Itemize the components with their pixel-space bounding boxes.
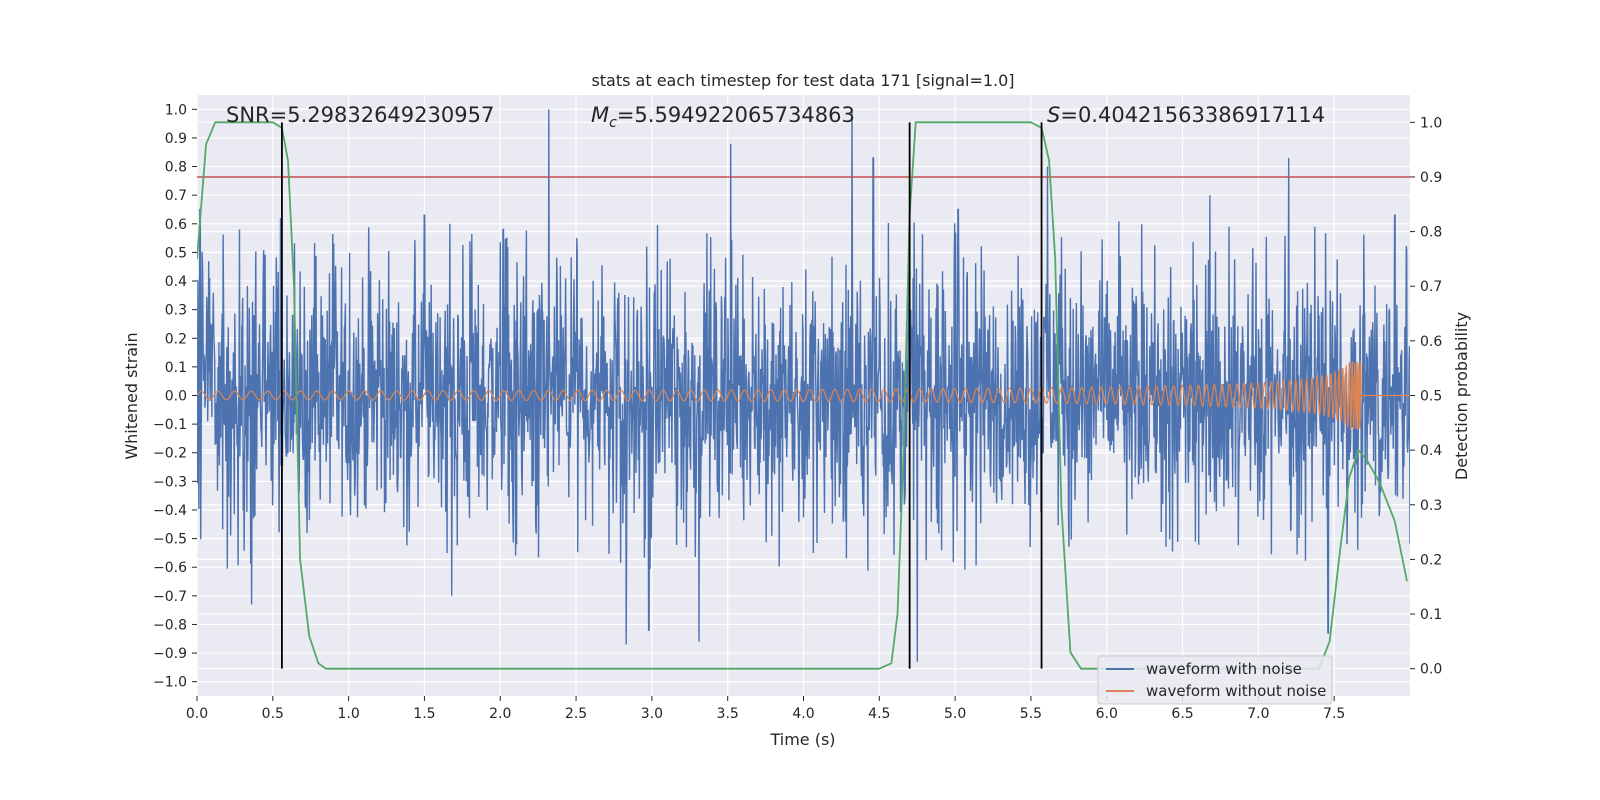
x-tick-label-10: 5.0 <box>944 706 966 722</box>
yr-tick-label-5: 0.5 <box>1420 389 1442 405</box>
x-tick-label-0: 0.0 <box>186 706 208 722</box>
yl-tick-label-1: 0.9 <box>165 131 187 147</box>
y-axis-left-ticks: 1.0 0.9 0.8 0.7 0.6 0.5 0.4 0.3 0.2 0.1 0.0 −0.1 −0.… <box>153 102 197 691</box>
yr-tick-label-0: 1.0 <box>1420 115 1442 131</box>
y-axis-right-ticks: 1.0 0.9 0.8 0.7 0.6 0.5 0.4 0.3 0.2 0.1 0.0 <box>1410 115 1442 678</box>
x-tick-label-7: 3.5 <box>717 706 739 722</box>
yr-tick-label-6: 0.4 <box>1420 443 1442 459</box>
annotation-mc: Mc=5.594922065734863 <box>591 103 855 131</box>
yr-tick-label-1: 0.9 <box>1420 170 1442 186</box>
x-tick-label-8: 4.0 <box>792 706 814 722</box>
yl-tick-label-4: 0.6 <box>165 217 187 233</box>
yl-tick-label-12: −0.2 <box>153 446 187 462</box>
yl-tick-label-9: 0.1 <box>165 360 187 376</box>
series-waveform-without-noise <box>197 361 1410 430</box>
yl-tick-label-11: −0.1 <box>153 417 187 433</box>
yl-tick-label-0: 1.0 <box>165 102 187 118</box>
yl-tick-label-7: 0.3 <box>165 303 187 319</box>
yl-tick-label-5: 0.5 <box>165 245 187 261</box>
yr-tick-label-4: 0.6 <box>1420 334 1442 350</box>
x-axis-label: Time (s) <box>769 730 835 749</box>
yr-tick-label-10: 0.0 <box>1420 662 1442 678</box>
yr-tick-label-7: 0.3 <box>1420 498 1442 514</box>
yl-tick-label-18: −0.8 <box>153 617 187 633</box>
x-tick-label-13: 6.5 <box>1171 706 1193 722</box>
yl-tick-label-3: 0.7 <box>165 188 187 204</box>
yr-tick-label-8: 0.2 <box>1420 552 1442 568</box>
annotation-mc-symbol: M <box>591 103 609 127</box>
x-tick-label-3: 1.5 <box>413 706 435 722</box>
yl-tick-label-15: −0.5 <box>153 532 187 548</box>
annotation-snr: SNR=5.29832649230957 <box>226 103 494 127</box>
x-tick-label-11: 5.5 <box>1020 706 1042 722</box>
x-tick-label-15: 7.5 <box>1323 706 1345 722</box>
x-tick-label-12: 6.0 <box>1096 706 1118 722</box>
yl-tick-label-13: −0.3 <box>153 474 187 490</box>
x-tick-label-1: 0.5 <box>262 706 284 722</box>
annotation-mc-value: =5.594922065734863 <box>617 103 855 127</box>
annotation-mc-sub: c <box>609 115 617 131</box>
legend-label-clean: waveform without noise <box>1146 682 1326 700</box>
yl-tick-label-10: 0.0 <box>165 389 187 405</box>
annotation-s-symbol: S <box>1047 103 1060 127</box>
chart-title: stats at each timestep for test data 171… <box>591 71 1014 90</box>
yl-tick-label-17: −0.7 <box>153 589 187 605</box>
yl-tick-label-14: −0.4 <box>153 503 187 519</box>
legend: waveform with noise waveform without noi… <box>1097 655 1333 705</box>
legend-label-noise: waveform with noise <box>1146 660 1302 678</box>
yl-tick-label-8: 0.2 <box>165 331 187 347</box>
x-tick-label-14: 7.0 <box>1247 706 1269 722</box>
x-tick-label-5: 2.5 <box>565 706 587 722</box>
x-tick-label-6: 3.0 <box>641 706 663 722</box>
x-tick-label-4: 2.0 <box>489 706 511 722</box>
x-axis-ticks: 0.0 0.5 1.0 1.5 2.0 2.5 3.0 3.5 4.0 4.5 5.0 5.5 6.0 6… <box>186 696 1345 722</box>
yl-tick-label-2: 0.8 <box>165 160 187 176</box>
annotation-s-value: =0.40421563386917114 <box>1060 103 1325 127</box>
yr-tick-label-3: 0.7 <box>1420 279 1442 295</box>
yr-tick-label-2: 0.8 <box>1420 225 1442 241</box>
yl-tick-label-19: −0.9 <box>153 646 187 662</box>
x-tick-label-2: 1.0 <box>337 706 359 722</box>
x-tick-label-9: 4.5 <box>868 706 890 722</box>
y-axis-left-label: Whitened strain <box>122 332 141 459</box>
y-axis-right-label: Detection probability <box>1452 312 1471 480</box>
yl-tick-label-16: −0.6 <box>153 560 187 576</box>
yl-tick-label-20: −1.0 <box>153 675 187 691</box>
yr-tick-label-9: 0.1 <box>1420 607 1442 623</box>
annotation-s: S=0.40421563386917114 <box>1047 103 1325 127</box>
vline-group <box>281 122 1043 669</box>
yl-tick-label-6: 0.4 <box>165 274 187 290</box>
legend-box <box>1097 655 1333 705</box>
